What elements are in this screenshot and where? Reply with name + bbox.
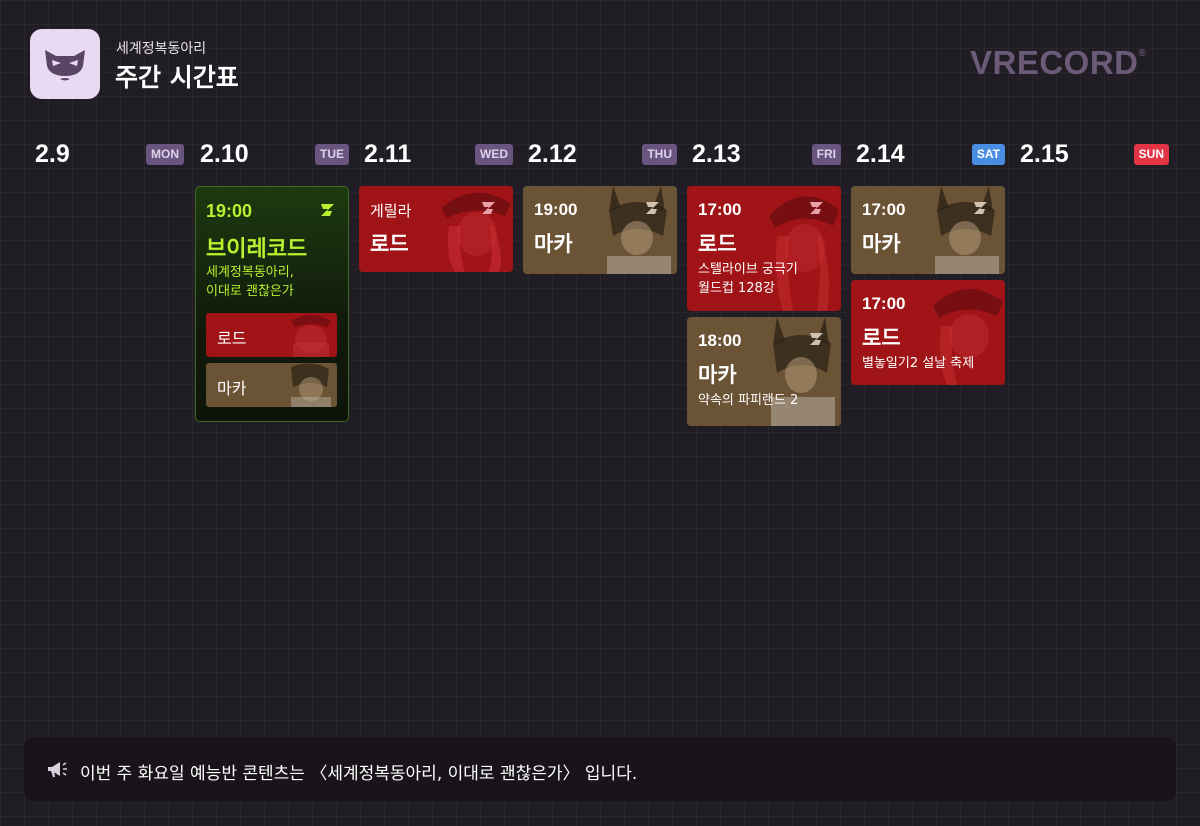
broadcast-streamer: 로드 xyxy=(698,232,737,256)
broadcast-card-maka[interactable]: 19:00 마카 xyxy=(523,186,677,274)
day-date: 2.13 xyxy=(692,140,741,168)
broadcast-card-maka[interactable]: 18:00 마카 약속의 파피랜드 2 xyxy=(687,317,841,426)
broadcast-streamer: 로드 xyxy=(862,326,901,350)
weekday-badge: THU xyxy=(642,144,677,165)
z-logo-icon xyxy=(482,202,495,214)
day-date: 2.12 xyxy=(528,140,577,168)
day-column-sat: 2.14 SAT 17:00 마카 17:00 로드 별놓일기2 설날 축제 xyxy=(851,140,1007,385)
featured-broadcast-card[interactable]: 19:00 브이레코드 세계정복동아리, 이대로 괜찮은가 로드 마카 xyxy=(195,186,349,422)
broadcast-title: 브이레코드 xyxy=(206,237,308,262)
broadcast-streamer: 마카 xyxy=(698,363,737,387)
day-column-tue: 2.10 TUE 19:00 브이레코드 세계정복동아리, 이대로 괜찮은가 로… xyxy=(195,140,351,422)
day-column-thu: 2.12 THU 19:00 마카 xyxy=(523,140,679,274)
broadcast-streamer: 로드 xyxy=(370,232,409,256)
member-card-maka[interactable]: 마카 xyxy=(206,363,337,407)
weekday-badge: TUE xyxy=(315,144,349,165)
weekday-badge: FRI xyxy=(811,144,841,165)
day-date: 2.9 xyxy=(35,140,70,168)
maka-portrait-icon xyxy=(935,186,999,274)
day-date: 2.11 xyxy=(364,140,412,168)
broadcast-streamer: 마카 xyxy=(862,232,901,256)
maka-portrait-icon xyxy=(607,186,671,274)
page-title: 주간 시간표 xyxy=(115,63,239,92)
broadcast-card-rod[interactable]: 17:00 로드 스텔라이브 궁극기 월드컵 128강 xyxy=(687,186,841,311)
broadcast-tag: 게릴라 xyxy=(370,202,412,220)
z-logo-icon xyxy=(810,202,823,214)
z-logo-icon xyxy=(646,202,659,214)
rod-portrait-icon xyxy=(769,196,839,311)
notice-bar: 이번 주 화요일 예능반 콘텐츠는 〈세계정복동아리, 이대로 괜찮은가〉 입니… xyxy=(24,737,1176,801)
club-name: 세계정복동아리 xyxy=(116,41,207,57)
club-logo xyxy=(30,29,100,99)
z-logo-icon xyxy=(321,204,334,216)
member-name: 로드 xyxy=(217,329,247,348)
day-date: 2.14 xyxy=(856,140,905,168)
broadcast-streamer: 마카 xyxy=(534,232,573,256)
day-column-mon: 2.9 MON xyxy=(30,140,186,170)
weekday-badge: WED xyxy=(475,144,513,165)
broadcast-time: 18:00 xyxy=(698,331,742,350)
broadcast-time: 17:00 xyxy=(862,200,906,219)
member-card-rod[interactable]: 로드 xyxy=(206,313,337,357)
broadcast-description: 약속의 파피랜드 2 xyxy=(698,393,799,408)
broadcast-card-rod[interactable]: 게릴라 로드 xyxy=(359,186,513,272)
day-column-wed: 2.11 WED 게릴라 로드 xyxy=(359,140,515,272)
rod-portrait-icon xyxy=(291,315,331,357)
brand-logo: VRECORD® xyxy=(970,44,1147,81)
broadcast-card-maka[interactable]: 17:00 마카 xyxy=(851,186,1005,274)
broadcast-time: 19:00 xyxy=(206,201,253,221)
z-logo-icon xyxy=(810,333,823,345)
day-column-fri: 2.13 FRI 17:00 로드 스텔라이브 궁극기 월드컵 128강 18:… xyxy=(687,140,843,426)
day-column-sun: 2.15 SUN xyxy=(1015,140,1171,170)
mask-icon xyxy=(45,50,85,81)
weekday-badge: SUN xyxy=(1133,144,1169,165)
rod-portrait-icon xyxy=(441,192,511,272)
maka-portrait-icon xyxy=(291,363,331,407)
weekday-badge: MON xyxy=(146,144,184,165)
broadcast-description: 별놓일기2 설날 축제 xyxy=(862,356,975,371)
notice-text: 이번 주 화요일 예능반 콘텐츠는 〈세계정복동아리, 이대로 괜찮은가〉 입니… xyxy=(80,764,638,784)
broadcast-time: 17:00 xyxy=(862,294,906,313)
member-name: 마카 xyxy=(217,379,247,398)
maka-portrait-icon xyxy=(771,317,835,426)
megaphone-icon xyxy=(48,762,67,777)
broadcast-description: 세계정복동아리, 이대로 괜찮은가 xyxy=(206,265,294,299)
rod-portrait-icon xyxy=(933,288,1003,385)
day-date: 2.10 xyxy=(200,140,249,168)
day-date: 2.15 xyxy=(1020,140,1069,168)
weekday-badge: SAT xyxy=(971,144,1005,165)
broadcast-card-rod[interactable]: 17:00 로드 별놓일기2 설날 축제 xyxy=(851,280,1005,385)
broadcast-time: 19:00 xyxy=(534,200,578,219)
z-logo-icon xyxy=(974,202,987,214)
broadcast-time: 17:00 xyxy=(698,200,742,219)
broadcast-description: 스텔라이브 궁극기 월드컵 128강 xyxy=(698,262,798,296)
